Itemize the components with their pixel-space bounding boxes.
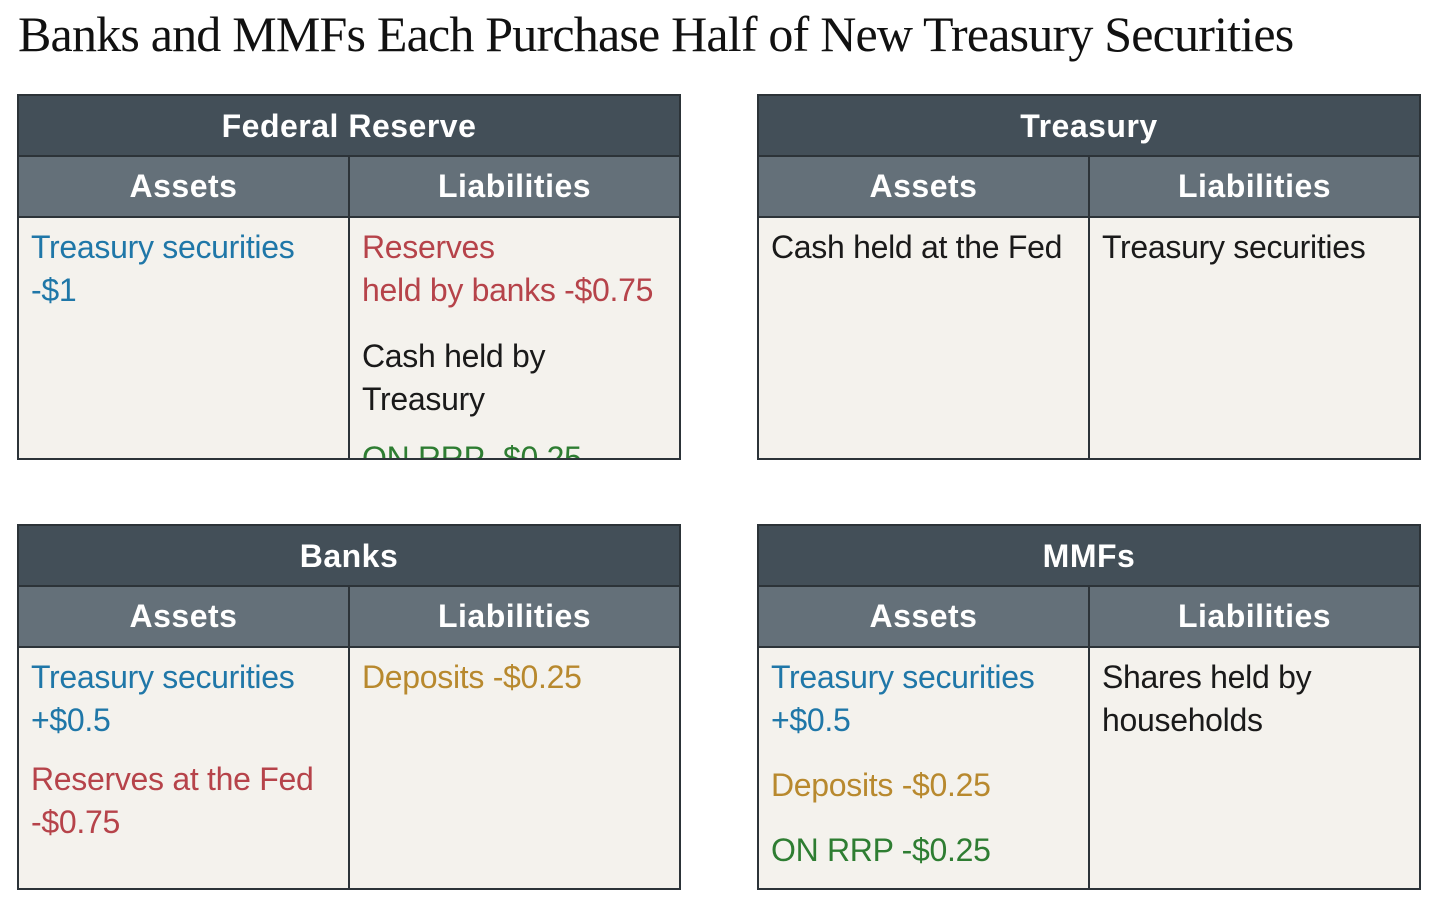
ledger-title: Banks xyxy=(19,526,679,587)
liabilities-header: Liabilities xyxy=(1088,587,1419,646)
ledger-title: Federal Reserve xyxy=(19,96,679,157)
page-title: Banks and MMFs Each Purchase Half of New… xyxy=(18,6,1294,62)
column-headers: Assets Liabilities xyxy=(19,587,679,648)
entry: Treasury securities +$0.5 xyxy=(31,659,295,738)
entry: ON RRP -$0.25 xyxy=(771,832,991,868)
ledger-body: Cash held at the Fed Treasury securities xyxy=(759,218,1419,458)
assets-cell: Treasury securities +$0.5 Deposits -$0.2… xyxy=(759,648,1088,888)
entry: Deposits -$0.25 xyxy=(771,767,991,803)
ledger-title: Treasury xyxy=(759,96,1419,157)
assets-cell: Treasury securities -$1 xyxy=(19,218,348,458)
liabilities-cell: Shares held by households xyxy=(1088,648,1419,888)
liabilities-cell: Reserves held by banks -$0.75 Cash held … xyxy=(348,218,679,458)
column-headers: Assets Liabilities xyxy=(19,157,679,218)
assets-header: Assets xyxy=(869,168,978,204)
assets-header: Assets xyxy=(869,598,978,634)
entry: Shares held by households xyxy=(1102,659,1312,738)
column-headers: Assets Liabilities xyxy=(759,587,1419,648)
assets-cell: Cash held at the Fed xyxy=(759,218,1088,458)
ledger-federal-reserve: Federal Reserve Assets Liabilities Treas… xyxy=(17,94,681,460)
assets-header: Assets xyxy=(129,168,238,204)
liabilities-header: Liabilities xyxy=(1088,157,1419,216)
entry: Treasury securities xyxy=(1102,229,1366,265)
liabilities-cell: Treasury securities xyxy=(1088,218,1419,458)
entry: Reserves held by banks -$0.75 xyxy=(362,229,654,308)
ledger-treasury: Treasury Assets Liabilities Cash held at… xyxy=(757,94,1421,460)
assets-header: Assets xyxy=(129,598,238,634)
ledger-body: Treasury securities +$0.5 Reserves at th… xyxy=(19,648,679,888)
entry: Treasury securities -$1 xyxy=(31,229,295,308)
liabilities-cell: Deposits -$0.25 xyxy=(348,648,679,888)
ledger-body: Treasury securities -$1 Reserves held by… xyxy=(19,218,679,458)
entry: Treasury securities +$0.5 xyxy=(771,659,1035,738)
liabilities-header: Liabilities xyxy=(348,157,679,216)
ledger-banks: Banks Assets Liabilities Treasury securi… xyxy=(17,524,681,890)
ledger-body: Treasury securities +$0.5 Deposits -$0.2… xyxy=(759,648,1419,888)
entry: Deposits -$0.25 xyxy=(362,659,582,695)
ledger-mmfs: MMFs Assets Liabilities Treasury securit… xyxy=(757,524,1421,890)
ledger-title: MMFs xyxy=(759,526,1419,587)
entry: Cash held at the Fed xyxy=(771,229,1063,265)
liabilities-header: Liabilities xyxy=(348,587,679,646)
column-headers: Assets Liabilities xyxy=(759,157,1419,218)
entry: Reserves at the Fed -$0.75 xyxy=(31,761,314,840)
entry: Cash held by Treasury xyxy=(362,338,546,417)
assets-cell: Treasury securities +$0.5 Reserves at th… xyxy=(19,648,348,888)
entry: ON RRP -$0.25 xyxy=(362,440,582,458)
